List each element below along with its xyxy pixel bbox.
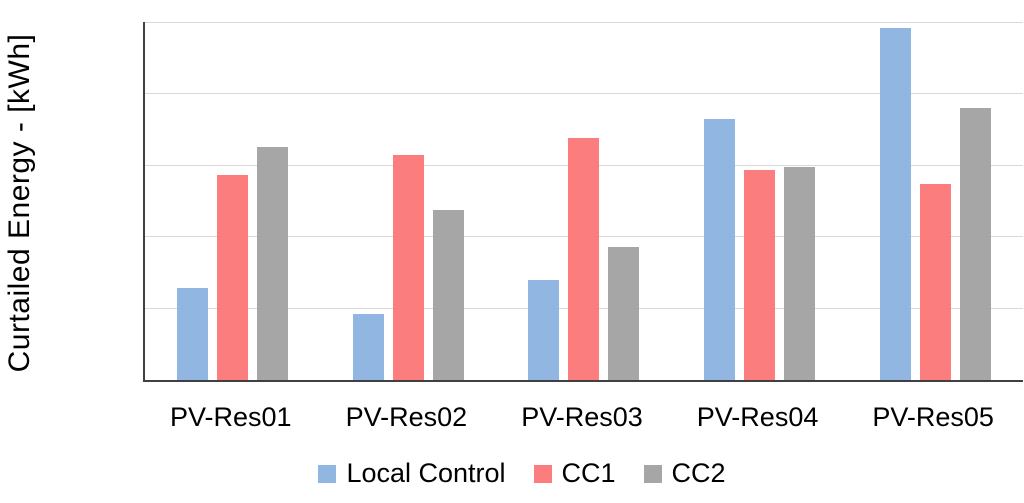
legend-swatch-icon	[318, 464, 337, 483]
legend-swatch-icon	[533, 464, 552, 483]
bar-PV-Res03-local-control	[528, 279, 560, 380]
bar-PV-Res05-local-control	[879, 27, 911, 380]
plot-area	[143, 21, 1023, 382]
gridline-250	[145, 21, 1023, 23]
legend-item-cc2: CC2	[643, 458, 726, 489]
x-label-PV-Res03: PV-Res03	[521, 402, 643, 432]
bar-group-PV-Res01	[145, 22, 321, 380]
bar-PV-Res02-local-control	[352, 314, 384, 380]
gridline-200	[145, 93, 1023, 95]
legend-label: Local Control	[346, 458, 506, 488]
legend-label: CC1	[561, 458, 616, 488]
bar-group-PV-Res02	[321, 22, 497, 380]
x-label-PV-Res04: PV-Res04	[696, 402, 819, 432]
bar-PV-Res03-cc1	[568, 138, 600, 380]
y-axis-title: Curtailed Energy - [kWh]	[3, 33, 36, 373]
bar-group-PV-Res04	[672, 22, 848, 380]
bar-PV-Res02-cc2	[432, 209, 464, 380]
legend-swatch-icon	[643, 464, 662, 483]
bar-PV-Res04-cc2	[784, 166, 816, 380]
x-label-PV-Res01: PV-Res01	[170, 402, 292, 432]
bar-group-PV-Res03	[496, 22, 672, 380]
bar-PV-Res03-cc2	[608, 246, 640, 380]
bar-groups	[145, 22, 1023, 380]
x-label-PV-Res05: PV-Res05	[872, 402, 994, 432]
bar-PV-Res01-cc2	[257, 146, 289, 380]
bar-PV-Res02-cc1	[392, 155, 424, 380]
legend-item-cc1: CC1	[533, 458, 616, 489]
legend-label: CC2	[671, 458, 726, 488]
bar-PV-Res01-cc1	[217, 175, 249, 380]
x-axis-labels: PV-Res01 PV-Res02 PV-Res03 PV-Res04 PV-Res05	[143, 402, 1021, 433]
bar-PV-Res05-cc1	[919, 183, 951, 380]
legend-item-local-control: Local Control	[318, 458, 506, 489]
bar-PV-Res04-cc1	[744, 169, 776, 380]
x-label-PV-Res02: PV-Res02	[345, 402, 468, 432]
bar-PV-Res04-local-control	[704, 119, 736, 380]
bar-group-PV-Res05	[847, 22, 1023, 380]
legend: Local Control CC1 CC2	[0, 458, 1024, 489]
bar-PV-Res05-cc2	[959, 107, 991, 380]
bar-PV-Res01-local-control	[177, 288, 209, 380]
